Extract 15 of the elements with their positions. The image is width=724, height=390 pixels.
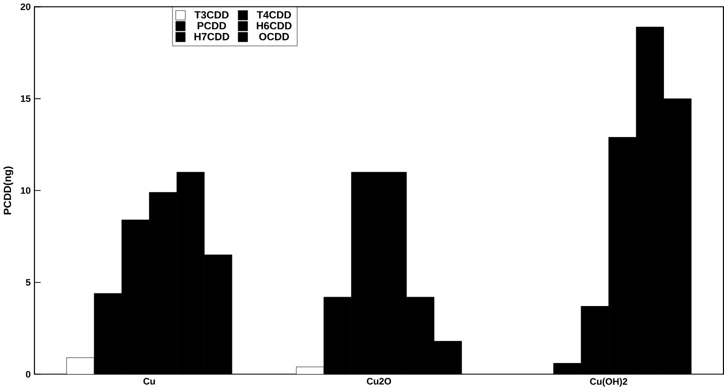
legend-label: PCDD [198, 22, 226, 30]
y-tick-label: 20 [20, 3, 30, 10]
y-tick-label: 5 [26, 279, 31, 286]
legend-label: T4CDD [256, 11, 291, 18]
legend-label: T3CDD [194, 11, 229, 18]
legend-label: OCDD [259, 32, 289, 40]
legend-label: H6CDD [256, 22, 292, 30]
legend-label: H7CDD [194, 32, 230, 40]
y-tick-label: 15 [20, 95, 31, 102]
x-tick-label: Cu(OH)2 [590, 378, 628, 387]
y-tick-label: 0 [26, 370, 30, 378]
x-tick-label: Cu2O [366, 378, 392, 385]
y-tick-label: 10 [20, 187, 30, 194]
y-axis-title: PCDD(ng) [3, 166, 14, 214]
x-tick-label: Cu [143, 378, 155, 385]
